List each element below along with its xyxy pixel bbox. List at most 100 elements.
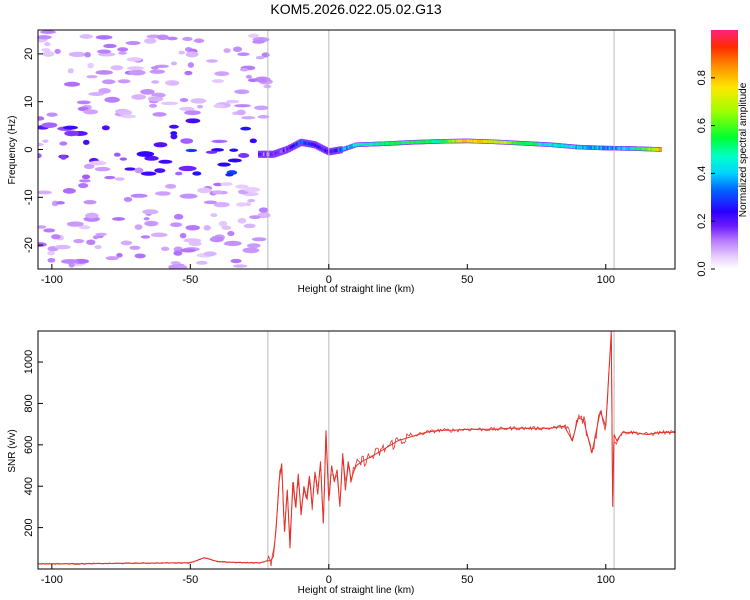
noise-blob [166,36,178,41]
noise-blob [140,88,155,95]
noise-blob [220,182,233,186]
noise-blob [143,217,150,221]
noise-blob [193,38,205,43]
noise-blob [103,43,117,49]
noise-blob [185,148,198,153]
snr-y-axis: 200 400 600 800 1000 [23,350,43,537]
noise-blob [150,232,168,238]
noise-blob [126,57,142,62]
spectrogram-y-tick-label: 20 [23,48,35,60]
noise-blob [188,241,202,247]
noise-blob [38,153,42,159]
noise-blob [130,193,148,198]
noise-blob [126,66,144,71]
spectrogram-y-label: Frequency (Hz) [7,116,18,185]
noise-blob [178,165,197,172]
noise-blob [205,150,218,154]
noise-blob [88,92,105,97]
noise-blob [66,221,84,227]
noise-blob [170,61,178,66]
noise-blob [197,187,212,194]
noise-blob [212,190,223,195]
noise-blob [79,179,91,183]
noise-blob [179,97,189,103]
noise-blob [68,262,75,268]
noise-blob [154,64,169,68]
spectrogram-y-axis: -20 -10 0 10 20 [23,48,43,253]
spectrogram-x-label: Height of straight line (km) [298,284,415,295]
noise-blob [211,79,224,84]
noise-blob [240,126,252,131]
noise-blob [224,240,242,247]
colorbar-label: Normalized spectral amplitude [738,82,749,217]
figure-title: KOM5.2026.022.05.02.G13 [270,1,441,17]
noise-blob [85,212,99,219]
noise-blob [246,243,261,249]
noise-blob [38,190,53,195]
noise-blob [233,46,243,52]
noise-blob [258,207,269,213]
noise-blob [236,109,246,116]
noise-blob [184,110,201,116]
noise-blob [86,239,96,246]
noise-blob [257,212,271,219]
noise-blob [243,223,256,229]
noise-blob [214,71,230,77]
noise-blob [136,151,155,157]
noise-blob [245,74,252,79]
noise-blob [213,201,230,208]
noise-blob [81,174,91,180]
spectrogram-markers [267,30,615,269]
noise-blob [128,69,146,76]
spectrogram-x-axis: -100 -50 0 50 100 [41,264,615,286]
snr-y-tick-label: 800 [23,394,35,412]
noise-blob [210,213,218,218]
snr-y-label: SNR (v/v) [7,429,18,472]
noise-blob [144,220,159,227]
noise-blob [79,34,93,39]
noise-blob [227,158,242,163]
noise-blob [38,35,52,40]
noise-blob [233,264,248,268]
noise-blob [203,251,217,257]
noise-blob [173,250,183,256]
colorbar-tick-label: 0.6 [696,118,708,133]
noise-blob [43,228,56,233]
noise-blob [258,78,269,83]
colorbar: 0.0 0.2 0.4 0.6 0.8 Normalized spectral ampl… [696,30,749,277]
noise-blob [64,130,79,137]
noise-blob [56,201,65,205]
noise-blob [78,225,91,230]
colorbar-tick-label: 0.2 [696,214,708,229]
noise-blob [41,122,58,128]
noise-blob [54,244,71,250]
noise-blob [185,118,201,124]
noise-blob [170,222,183,228]
noise-blob [213,182,223,187]
noise-blob [46,112,58,117]
colorbar-tick-label: 0.4 [696,166,708,181]
noise-blob [78,182,89,189]
noise-blob [41,48,51,52]
noise-blob [254,105,269,111]
noise-blob [211,139,228,144]
noise-blob [134,253,146,259]
noise-blob [217,162,231,167]
snr-x-tick-label: -50 [182,574,198,586]
noise-blob [225,173,234,177]
noise-blob [116,252,123,258]
snr-y-tick-label: 200 [23,518,35,536]
noise-blob [160,246,170,252]
spectrogram-y-tick-label: 0 [23,146,35,152]
noise-blob [62,188,76,194]
noise-blob [117,47,129,52]
noise-blob [131,94,146,100]
noise-blob [170,133,178,140]
noise-blob [180,138,194,144]
noise-blob [249,215,261,220]
noise-blob [101,79,116,85]
noise-blob [147,96,164,102]
noise-blob [184,70,193,76]
